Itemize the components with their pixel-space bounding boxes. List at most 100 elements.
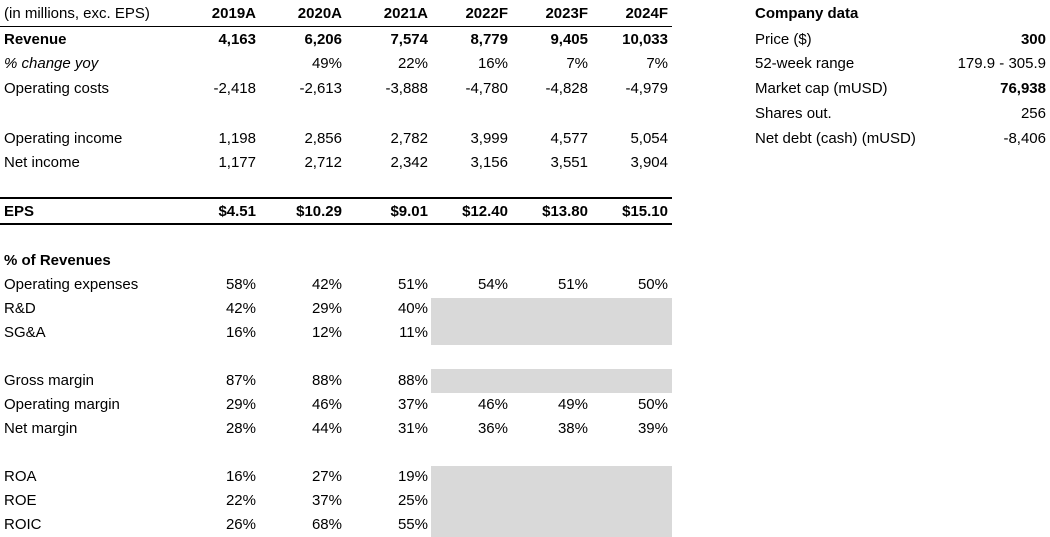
- cell-eps-2023f: $13.80: [542, 203, 588, 220]
- year-header-2019a: 2019A: [211, 5, 256, 22]
- eps-bottom-rule: [0, 223, 672, 225]
- row-label-change-yoy: % change yoy: [4, 55, 99, 72]
- company-value-market-cap: 76,938: [1000, 80, 1046, 97]
- cell-operating-income-2024f: 5,054: [630, 130, 668, 147]
- cell-net-margin-2024f: 39%: [637, 420, 668, 437]
- cell-operating-costs-2021a: -3,888: [385, 80, 428, 97]
- cell-eps-2021a: $9.01: [390, 203, 428, 220]
- cell-op-margin-2023f: 49%: [557, 396, 588, 413]
- cell-net-income-2019a: 1,177: [218, 154, 256, 171]
- cell-roa-2020a: 27%: [311, 468, 342, 485]
- cell-opex-2022f: 54%: [477, 276, 508, 293]
- cell-net-margin-2023f: 38%: [557, 420, 588, 437]
- row-label-net-income: Net income: [4, 154, 80, 171]
- year-header-2024f: 2024F: [625, 5, 668, 22]
- cell-operating-costs-2022f: -4,780: [465, 80, 508, 97]
- cell-roe-2020a: 37%: [311, 492, 342, 509]
- cell-op-margin-2021a: 37%: [397, 396, 428, 413]
- cell-sga-2021a: 11%: [399, 324, 428, 341]
- company-label-net-debt: Net debt (cash) (mUSD): [755, 130, 916, 147]
- cell-eps-2019a: $4.51: [218, 203, 256, 220]
- cell-rnd-2021a: 40%: [397, 300, 428, 317]
- cell-rnd-2019a: 42%: [225, 300, 256, 317]
- cell-gross-margin-2021a: 88%: [397, 372, 428, 389]
- cell-revenue-2024f: 10,033: [622, 31, 668, 48]
- cell-revenue-2020a: 6,206: [304, 31, 342, 48]
- company-data-title: Company data: [755, 5, 859, 22]
- cell-roe-2021a: 25%: [397, 492, 428, 509]
- cell-net-margin-2022f: 36%: [477, 420, 508, 437]
- cell-operating-income-2022f: 3,999: [470, 130, 508, 147]
- company-label-market-cap: Market cap (mUSD): [755, 80, 888, 97]
- row-label-rnd: R&D: [4, 300, 36, 317]
- cell-roa-2019a: 16%: [225, 468, 256, 485]
- cell-op-margin-2020a: 46%: [311, 396, 342, 413]
- row-label-operating-costs: Operating costs: [4, 80, 110, 97]
- row-label-gross-margin: Gross margin: [4, 372, 95, 389]
- cell-sga-2019a: 16%: [225, 324, 256, 341]
- cell-change-yoy-2022f: 16%: [477, 55, 508, 72]
- cell-operating-income-2020a: 2,856: [304, 130, 342, 147]
- cell-roic-2019a: 26%: [225, 516, 256, 533]
- cell-operating-costs-2024f: -4,979: [625, 80, 668, 97]
- cell-revenue-2019a: 4,163: [218, 31, 256, 48]
- year-header-2020a: 2020A: [297, 5, 342, 22]
- cell-sga-2020a: 12%: [311, 324, 342, 341]
- cell-net-margin-2021a: 31%: [397, 420, 428, 437]
- cell-roa-2021a: 19%: [397, 468, 428, 485]
- cell-operating-income-2021a: 2,782: [390, 130, 428, 147]
- cell-eps-2020a: $10.29: [296, 203, 342, 220]
- cell-change-yoy-2024f: 7%: [646, 55, 668, 72]
- cell-operating-income-2023f: 4,577: [550, 130, 588, 147]
- row-label-sga: SG&A: [4, 324, 46, 341]
- forecast-blank-rnd-sga: [431, 298, 672, 345]
- year-header-2023f: 2023F: [545, 5, 588, 22]
- header-rule: [0, 26, 672, 27]
- cell-change-yoy-2021a: 22%: [397, 55, 428, 72]
- forecast-blank-gross-margin: [431, 369, 672, 393]
- cell-change-yoy-2023f: 7%: [566, 55, 588, 72]
- cell-opex-2019a: 58%: [225, 276, 256, 293]
- cell-gross-margin-2019a: 87%: [225, 372, 256, 389]
- cell-roic-2021a: 55%: [397, 516, 428, 533]
- cell-opex-2023f: 51%: [557, 276, 588, 293]
- cell-revenue-2022f: 8,779: [470, 31, 508, 48]
- cell-net-margin-2019a: 28%: [225, 420, 256, 437]
- cell-opex-2024f: 50%: [637, 276, 668, 293]
- cell-opex-2021a: 51%: [397, 276, 428, 293]
- forecast-blank-returns: [431, 466, 672, 537]
- company-value-price: 300: [1020, 31, 1046, 48]
- company-label-price: Price ($): [755, 31, 812, 48]
- year-header-2021a: 2021A: [383, 5, 428, 22]
- cell-eps-2022f: $12.40: [462, 203, 508, 220]
- cell-eps-2024f: $15.10: [622, 203, 668, 220]
- section-title-pct-revenues: % of Revenues: [4, 252, 111, 269]
- cell-opex-2020a: 42%: [311, 276, 342, 293]
- cell-net-margin-2020a: 44%: [311, 420, 342, 437]
- cell-change-yoy-2020a: 49%: [311, 55, 342, 72]
- row-label-net-margin: Net margin: [4, 420, 78, 437]
- cell-operating-income-2019a: 1,198: [218, 130, 256, 147]
- row-label-roic: ROIC: [4, 516, 42, 533]
- company-label-shares-out: Shares out.: [755, 105, 832, 122]
- cell-op-margin-2022f: 46%: [477, 396, 508, 413]
- cell-op-margin-2019a: 29%: [225, 396, 256, 413]
- cell-roe-2019a: 22%: [225, 492, 256, 509]
- row-label-operating-income: Operating income: [4, 130, 123, 147]
- row-label-roa: ROA: [4, 468, 37, 485]
- cell-net-income-2021a: 2,342: [390, 154, 428, 171]
- year-header-2022f: 2022F: [465, 5, 508, 22]
- row-label-operating-expenses: Operating expenses: [4, 276, 139, 293]
- cell-revenue-2021a: 7,574: [390, 31, 428, 48]
- row-label-revenue: Revenue: [4, 31, 67, 48]
- cell-revenue-2023f: 9,405: [550, 31, 588, 48]
- cell-op-margin-2024f: 50%: [637, 396, 668, 413]
- row-label-roe: ROE: [4, 492, 37, 509]
- cell-operating-costs-2023f: -4,828: [545, 80, 588, 97]
- row-label-eps: EPS: [4, 203, 35, 220]
- company-label-52-week-range: 52-week range: [755, 55, 855, 72]
- units-label: (in millions, exc. EPS): [4, 5, 150, 22]
- cell-net-income-2024f: 3,904: [630, 154, 668, 171]
- eps-top-rule: [0, 197, 672, 199]
- cell-operating-costs-2019a: -2,418: [213, 80, 256, 97]
